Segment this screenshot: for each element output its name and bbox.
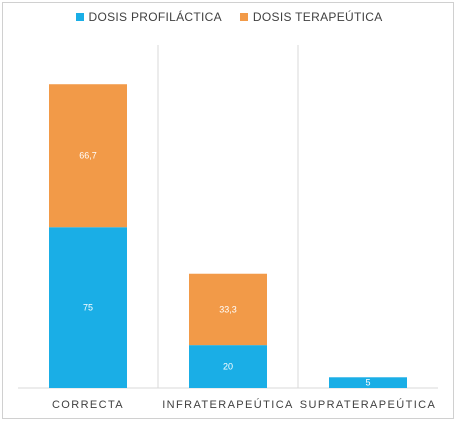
bar-terapeutica-1 [189, 273, 267, 346]
x-tick-label-1: INFRATERAPEÚTICA [162, 398, 294, 411]
data-label-profilactica-1: 20 [223, 362, 233, 372]
legend-item-terapeutica: DOSIS TERAPEÚTICA [239, 10, 383, 24]
legend-item-profilactica: DOSIS PROFILÁCTICA [75, 10, 222, 24]
legend-label-profilactica: DOSIS PROFILÁCTICA [88, 10, 222, 24]
legend-label-terapeutica: DOSIS TERAPEÚTICA [252, 10, 383, 24]
data-label-terapeutica-1: 33,3 [219, 304, 237, 314]
legend-swatch-terapeutica [239, 13, 248, 21]
x-tick-label-2: SUPRATERAPEÚTICA [300, 398, 437, 411]
bar-terapeutica-0 [49, 84, 127, 228]
bar-profilactica-2 [329, 377, 407, 388]
legend: DOSIS PROFILÁCTICA DOSIS TERAPEÚTICA [0, 10, 458, 24]
legend-swatch-profilactica [75, 13, 84, 21]
x-tick-label-0: CORRECTA [52, 399, 124, 411]
bar-profilactica-1 [189, 345, 267, 388]
data-label-terapeutica-0: 66,7 [79, 151, 97, 161]
data-label-profilactica-0: 75 [83, 303, 93, 313]
bar-profilactica-0 [49, 227, 127, 388]
data-label-profilactica-2: 5 [365, 378, 370, 388]
